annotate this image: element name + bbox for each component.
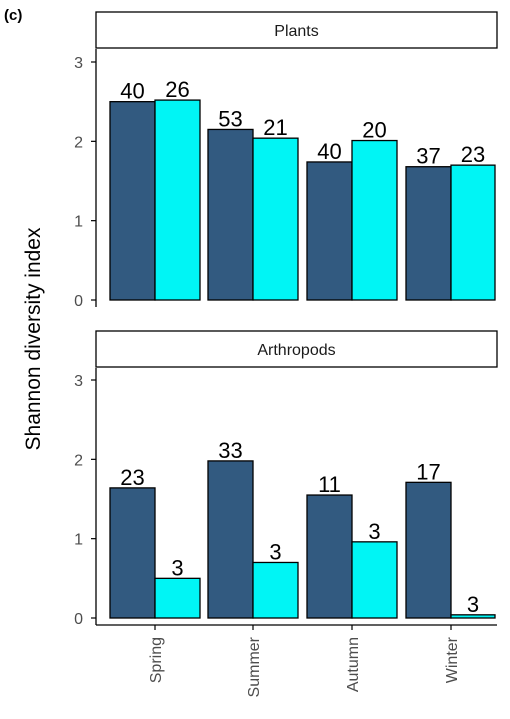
y-tick-label: 1 [74,214,83,231]
data-label: 3 [171,555,183,580]
data-label: 3 [467,592,479,617]
bar [351,139,398,301]
facet-title: Arthropods [257,342,335,359]
y-tick-label: 2 [74,134,83,151]
bar [351,541,398,619]
facet-strip [95,330,498,368]
x-tick-label: Summer [246,636,263,697]
bar [252,137,299,301]
y-axis-label: Shannon diversity index [22,227,45,450]
data-label: 40 [317,139,341,164]
bar [405,481,452,619]
bar [252,561,299,619]
y-tick-label: 2 [74,452,83,469]
bar [306,161,353,301]
y-tick-label: 0 [74,611,83,628]
panel-label: (c) [4,7,22,24]
data-label: 23 [120,465,144,490]
data-label: 20 [362,118,386,143]
data-label: 21 [263,115,287,140]
data-label: 53 [218,106,242,131]
y-tick-label: 3 [74,373,83,390]
facet-title: Plants [274,23,318,40]
bar [109,101,156,301]
x-tick-label: Spring [148,637,165,683]
x-tick-label: Winter [444,636,461,683]
data-label: 3 [269,539,281,564]
bar [109,487,156,619]
bar [306,494,353,619]
data-label: 37 [416,144,440,169]
y-tick-label: 0 [74,293,83,310]
bar [450,164,496,301]
bar [154,577,201,619]
bar [450,614,496,619]
data-label: 11 [318,472,341,497]
bar [207,460,254,619]
x-tick-label: Autumn [345,637,362,692]
y-tick-label: 3 [74,55,83,72]
bar [405,166,452,301]
data-label: 26 [165,77,189,102]
data-label: 23 [461,142,485,167]
data-label: 17 [416,459,440,484]
data-label: 33 [218,438,242,463]
data-label: 40 [120,79,144,104]
facet-strip [95,11,498,49]
x-axis: Spring Summer Autumn Winter [96,624,497,697]
bar [154,99,201,301]
data-label: 3 [368,519,380,544]
bar [207,128,254,301]
y-tick-label: 1 [74,532,83,549]
